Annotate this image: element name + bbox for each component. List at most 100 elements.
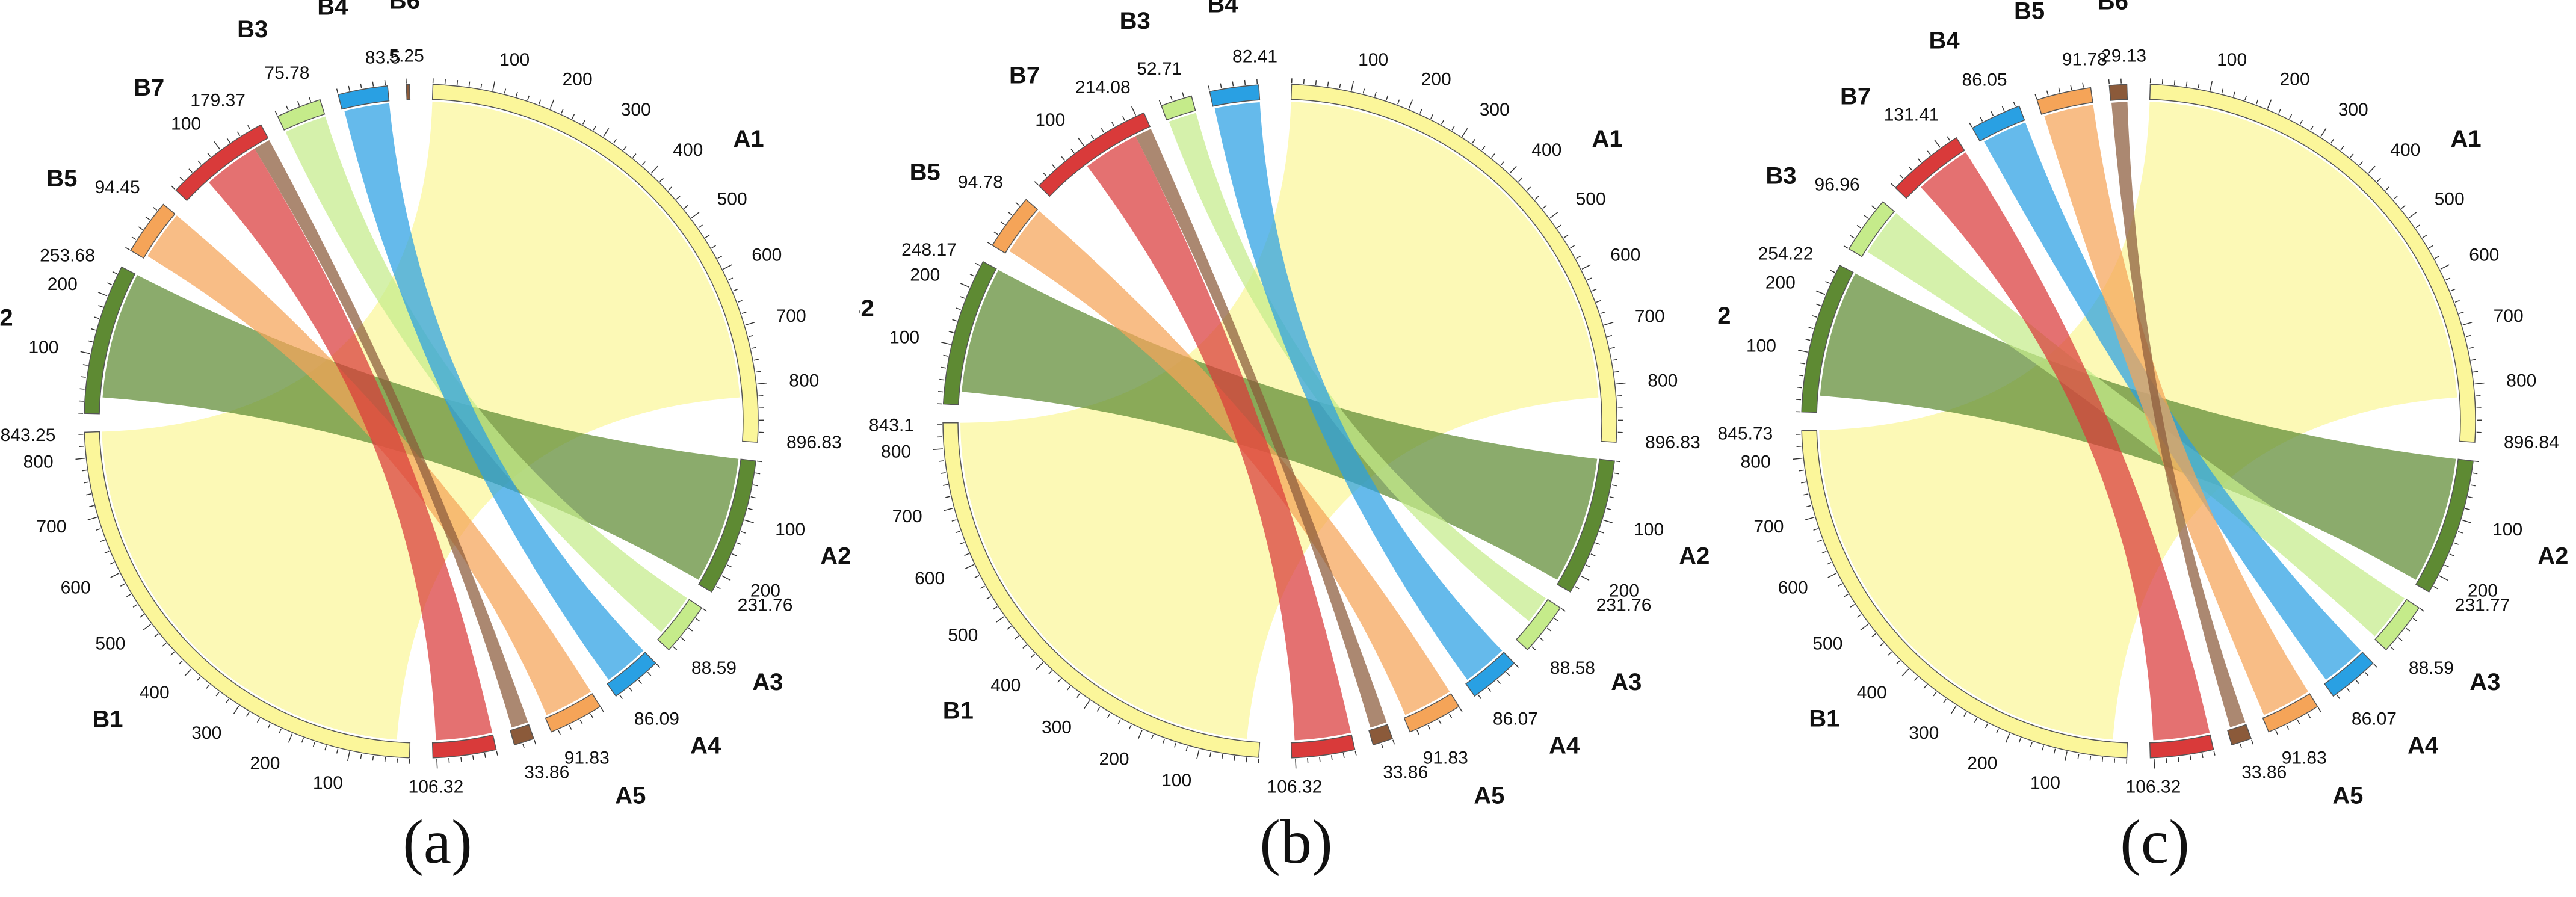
tick-mark	[1220, 83, 1222, 88]
tick-mark	[1430, 114, 1434, 119]
tick-mark	[1581, 264, 1591, 270]
tick-label: 300	[1042, 717, 1072, 737]
segment-total-label: 843.1	[869, 415, 914, 435]
tick-mark	[88, 505, 94, 508]
tick-mark	[2221, 88, 2224, 94]
segment-total-label: 94.78	[958, 172, 1003, 192]
segment-total-label: 214.08	[1075, 78, 1131, 97]
tick-mark	[2001, 106, 2005, 111]
segment-name-label: B1	[943, 698, 974, 724]
tick-mark	[1007, 626, 1012, 630]
panel-caption-b: (b)	[1259, 807, 1333, 877]
tick-mark	[1539, 637, 1544, 641]
tick-mark	[1419, 108, 1422, 114]
tick-mark	[1090, 134, 1095, 140]
tick-mark	[2457, 531, 2463, 534]
tick-mark	[538, 99, 542, 105]
tick-mark	[1826, 562, 1832, 565]
tick-mark	[1066, 686, 1071, 691]
tick-label: 300	[1909, 723, 1939, 743]
tick-mark	[1798, 350, 1808, 353]
tick-mark	[1244, 79, 1246, 85]
tick-mark	[2317, 707, 2321, 712]
tick-mark	[468, 81, 471, 87]
tick-mark	[959, 542, 965, 545]
tick-mark	[1427, 724, 1431, 730]
tick-mark	[2030, 742, 2033, 747]
tick-label: 300	[2338, 100, 2368, 120]
tick-mark	[96, 528, 101, 531]
tick-mark	[1825, 281, 1830, 284]
arc-A7	[431, 734, 497, 759]
arcs-layer	[933, 78, 1626, 769]
tick-mark	[755, 371, 761, 373]
tick-mark	[2385, 186, 2389, 191]
tick-label: 600	[752, 245, 782, 265]
tick-mark	[2108, 79, 2110, 85]
tick-mark	[2053, 748, 2056, 754]
tick-mark	[1917, 158, 1922, 163]
tick-mark	[1036, 662, 1043, 670]
tick-mark	[286, 105, 289, 111]
tick-mark	[2330, 138, 2334, 144]
tick-mark	[1610, 347, 1615, 349]
tick-mark	[2420, 608, 2424, 612]
arc-B5	[2036, 87, 2093, 115]
tick-mark	[492, 81, 496, 91]
tick-mark	[1546, 627, 1552, 632]
tick-label: 700	[36, 517, 66, 537]
tick-mark	[2018, 738, 2022, 743]
arc-A5	[2262, 693, 2318, 733]
tick-mark	[1491, 153, 1495, 158]
tick-mark	[372, 81, 374, 87]
tick-mark	[753, 359, 759, 361]
segment-total-label: 83.5	[365, 48, 400, 67]
tick-mark	[747, 508, 753, 510]
tick-mark	[1806, 505, 1811, 508]
segment-total-label: 86.07	[2352, 709, 2397, 729]
tick-mark	[1531, 646, 1536, 650]
tick-mark	[593, 126, 596, 131]
arc-A5	[545, 693, 601, 733]
tick-label: 800	[789, 371, 819, 391]
tick-mark	[2189, 755, 2191, 760]
tick-mark	[1438, 719, 1442, 724]
tick-mark	[1871, 633, 1876, 638]
tick-label: 700	[2494, 306, 2524, 326]
tick-label: 200	[1099, 750, 1129, 769]
tick-mark	[1174, 742, 1177, 748]
tick-mark	[2398, 637, 2403, 641]
tick-mark	[744, 519, 754, 523]
tick-mark	[1813, 528, 1818, 531]
tick-mark	[757, 460, 762, 463]
tick-label: 200	[563, 70, 593, 90]
tick-mark	[1408, 99, 1413, 109]
tick-mark	[78, 400, 84, 402]
tick-mark	[1527, 186, 1531, 191]
arc-B6	[406, 84, 411, 100]
tick-mark	[87, 340, 93, 342]
tick-label: 100	[1161, 771, 1191, 791]
tick-mark	[2390, 646, 2395, 650]
tick-mark	[757, 382, 767, 385]
tick-mark	[2454, 542, 2459, 545]
tick-mark	[1221, 754, 1223, 759]
tick-label: 100	[775, 520, 805, 540]
tick-mark	[2405, 627, 2411, 632]
tick-mark	[698, 224, 703, 229]
tick-label: 200	[1609, 581, 1639, 600]
arc-A6	[1368, 724, 1394, 746]
tick-mark	[87, 516, 97, 520]
segment-name-label: B4	[317, 0, 348, 20]
tick-mark	[1386, 95, 1389, 100]
arcs-layer	[75, 78, 767, 769]
tick-mark	[94, 316, 99, 319]
tick-mark	[942, 484, 948, 486]
tick-mark	[126, 594, 131, 597]
tick-mark	[515, 91, 518, 97]
tick-mark	[79, 445, 84, 448]
tick-mark	[90, 328, 96, 331]
tick-mark	[196, 676, 201, 681]
tick-mark	[613, 138, 617, 144]
